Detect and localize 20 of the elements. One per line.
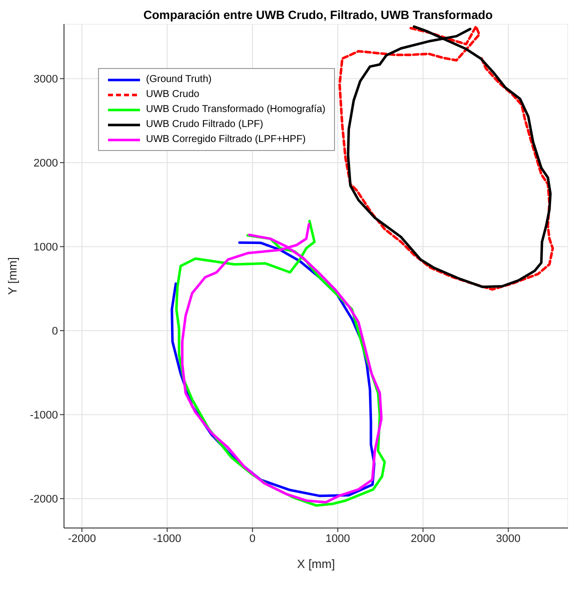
x-tick-label: 0: [249, 532, 256, 545]
legend-label: UWB Corregido Filtrado (LPF+HPF): [146, 134, 306, 145]
y-tick-label: -2000: [30, 494, 58, 506]
y-tick-label: 1000: [34, 242, 58, 254]
x-axis-title: X [mm]: [297, 557, 335, 571]
x-tick-label: -2000: [68, 532, 96, 545]
legend-label: UWB Crudo Transformado (Homografía): [146, 104, 326, 115]
x-tick-label: -1000: [153, 532, 182, 545]
legend-label: UWB Crudo Filtrado (LPF): [146, 119, 264, 130]
y-tick-label: 0: [52, 326, 58, 338]
x-tick-label: 2000: [410, 532, 436, 545]
y-tick-label: -1000: [30, 410, 58, 422]
y-tick-label: 3000: [34, 74, 58, 86]
x-tick-label: 1000: [326, 532, 350, 545]
legend-label: UWB Crudo: [146, 89, 200, 100]
chart-title: Comparación entre UWB Crudo, Filtrado, UWB Transformado: [142, 8, 494, 24]
x-tick-label: 3000: [496, 532, 521, 545]
y-tick-label: 2000: [34, 158, 58, 170]
y-axis-title: Y [mm]: [5, 257, 20, 295]
legend-label: (Ground Truth): [146, 74, 212, 85]
